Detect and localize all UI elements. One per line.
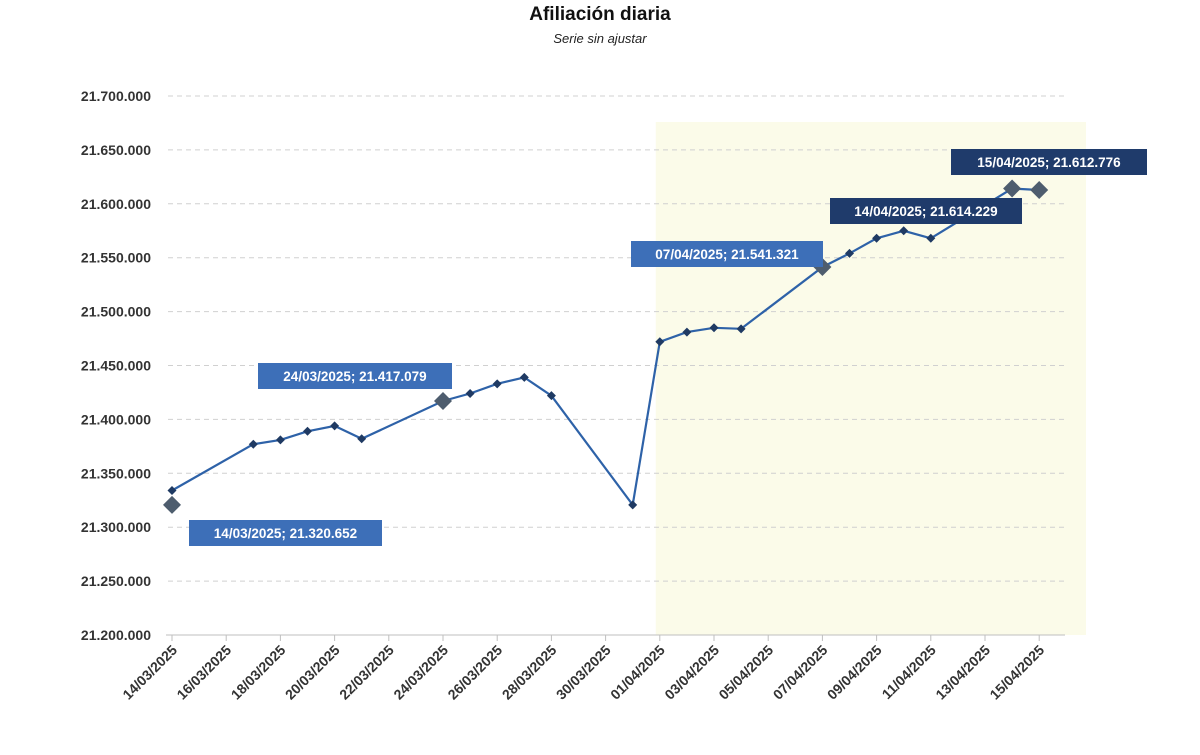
x-tick-label: 20/03/2025 — [282, 642, 343, 703]
y-tick-label: 21.500.000 — [81, 304, 151, 320]
highlight-marker — [1030, 181, 1049, 200]
x-tick-label: 22/03/2025 — [336, 642, 397, 703]
x-tick-label: 24/03/2025 — [390, 642, 451, 703]
data-label: 14/04/2025; 21.614.229 — [854, 204, 997, 219]
y-tick-label: 21.200.000 — [81, 627, 151, 643]
x-tick-label: 09/04/2025 — [824, 642, 885, 703]
data-point — [275, 435, 285, 445]
data-label-box — [258, 363, 452, 389]
data-point — [546, 391, 556, 401]
data-point — [330, 421, 340, 431]
x-tick-label: 05/04/2025 — [715, 642, 776, 703]
x-tick-label: 11/04/2025 — [879, 642, 939, 702]
y-tick-label: 21.650.000 — [81, 142, 151, 158]
x-tick-label: 30/03/2025 — [553, 642, 614, 703]
y-tick-label: 21.350.000 — [81, 465, 151, 481]
data-label: 14/03/2025; 21.320.652 — [214, 526, 357, 541]
chart-title: Afiliación diaria — [529, 4, 671, 25]
data-point — [248, 439, 258, 449]
data-label-box — [631, 241, 823, 267]
x-tick-label: 15/04/2025 — [986, 642, 1047, 703]
data-point — [899, 226, 909, 236]
data-label-box — [830, 198, 1022, 224]
data-point — [736, 324, 746, 334]
y-tick-label: 21.250.000 — [81, 573, 151, 589]
data-point — [357, 434, 367, 444]
data-label: 15/04/2025; 21.612.776 — [977, 155, 1121, 170]
x-tick-label: 18/03/2025 — [228, 642, 289, 703]
x-tick-label: 14/03/2025 — [119, 642, 180, 703]
data-point — [926, 233, 936, 243]
chart-subtitle: Serie sin ajustar — [553, 31, 647, 46]
x-tick-label: 01/04/2025 — [607, 642, 668, 703]
y-tick-label: 21.700.000 — [81, 88, 151, 104]
data-point — [519, 372, 529, 382]
data-point — [709, 323, 719, 333]
x-tick-label: 07/04/2025 — [770, 642, 831, 703]
y-tick-label: 21.400.000 — [81, 411, 151, 427]
highlight-marker — [434, 391, 452, 410]
data-point — [628, 500, 638, 510]
data-point — [465, 389, 475, 399]
data-point — [492, 379, 502, 389]
data-label: 24/03/2025; 21.417.079 — [283, 369, 426, 384]
highlight-marker — [163, 495, 181, 514]
y-tick-label: 21.550.000 — [81, 250, 151, 266]
y-tick-label: 21.450.000 — [81, 358, 151, 374]
x-tick-label: 28/03/2025 — [499, 642, 560, 703]
data-point — [872, 233, 882, 243]
data-label: 07/04/2025; 21.541.321 — [655, 247, 799, 262]
x-tick-label: 26/03/2025 — [444, 642, 505, 703]
data-point — [303, 426, 312, 436]
data-point — [682, 327, 692, 337]
x-tick-label: 16/03/2025 — [173, 642, 234, 703]
data-label-box — [951, 149, 1147, 175]
data-label-box — [189, 520, 382, 546]
y-tick-label: 21.600.000 — [81, 196, 151, 212]
y-tick-label: 21.300.000 — [81, 519, 151, 535]
data-point — [655, 337, 665, 347]
data-point — [167, 486, 177, 496]
x-tick-label: 03/04/2025 — [661, 642, 722, 703]
x-tick-label: 13/04/2025 — [932, 642, 993, 703]
data-point — [845, 248, 854, 258]
highlight-marker — [1003, 179, 1022, 198]
